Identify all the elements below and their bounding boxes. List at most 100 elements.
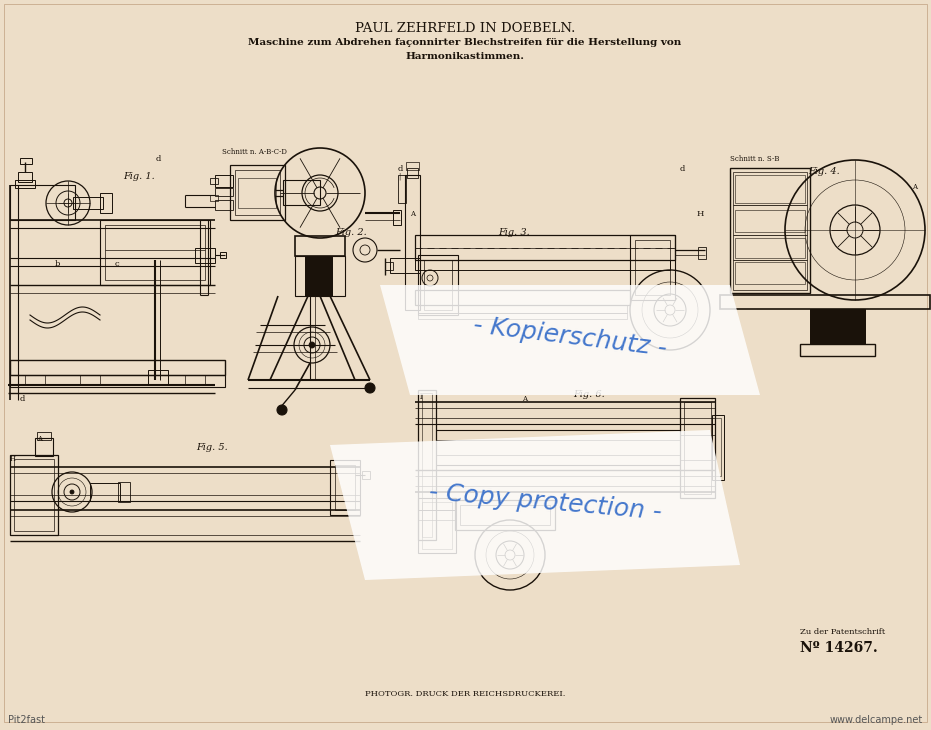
Text: www.delcampe.net: www.delcampe.net [830, 715, 923, 725]
Bar [90, 483, 120, 501]
Bar [422, 393, 432, 537]
Text: 1: 1 [418, 393, 423, 401]
Bar [238, 178, 276, 208]
Text: d: d [398, 165, 403, 173]
Bar [10, 360, 225, 375]
Bar [100, 193, 112, 213]
Text: d: d [156, 155, 161, 163]
Bar [335, 465, 355, 510]
Bar [418, 498, 456, 553]
Bar [735, 175, 805, 203]
Bar [635, 240, 670, 295]
Bar [215, 188, 233, 196]
Circle shape [70, 490, 74, 494]
Bar [15, 180, 35, 188]
Bar [393, 210, 401, 225]
Text: PHOTOGR. DRUCK DER REICHSDRUCKEREI.: PHOTOGR. DRUCK DER REICHSDRUCKEREI. [365, 690, 565, 698]
Text: - Copy protection -: - Copy protection - [427, 480, 662, 524]
Text: Harmonikastimmen.: Harmonikastimmen. [406, 52, 524, 61]
Bar [385, 262, 393, 270]
Polygon shape [330, 430, 740, 580]
Text: PAUL ZEHRFELD IN DOEBELN.: PAUL ZEHRFELD IN DOEBELN. [355, 22, 575, 35]
Bar [295, 236, 345, 256]
Bar [680, 398, 715, 498]
Text: A: A [522, 395, 527, 403]
Bar [105, 225, 205, 280]
Bar [14, 459, 54, 531]
Bar [810, 309, 865, 344]
Bar [235, 170, 280, 215]
Text: Fig. 4.: Fig. 4. [808, 167, 840, 176]
Bar [418, 313, 627, 319]
Bar [720, 295, 930, 309]
Text: Zu der Patentschrift: Zu der Patentschrift [800, 628, 885, 636]
Bar [20, 158, 32, 164]
Circle shape [277, 405, 287, 415]
Bar [210, 178, 218, 184]
Text: Schnitt n. S-B: Schnitt n. S-B [730, 155, 779, 163]
Bar [230, 165, 285, 220]
Bar [406, 162, 419, 170]
Bar [18, 172, 32, 182]
Bar [422, 502, 452, 549]
Bar [330, 460, 360, 515]
Bar [415, 260, 670, 270]
Bar [148, 370, 168, 385]
Bar [220, 252, 226, 258]
Bar [418, 305, 627, 313]
Bar [715, 418, 721, 476]
Bar [100, 220, 210, 285]
Bar [407, 168, 418, 178]
Bar [210, 195, 218, 201]
Text: b: b [55, 260, 61, 268]
Bar [733, 172, 807, 290]
Bar [405, 175, 420, 310]
Text: - Kopierschutz -: - Kopierschutz - [472, 313, 668, 361]
Bar [390, 258, 420, 273]
Bar [283, 180, 320, 205]
Text: d: d [20, 395, 25, 403]
Bar [415, 290, 630, 305]
Bar [630, 235, 675, 300]
Bar [295, 256, 345, 296]
Bar [455, 500, 555, 530]
Text: Pit2fast: Pit2fast [8, 715, 45, 725]
Text: H: H [10, 455, 16, 463]
Circle shape [365, 383, 375, 393]
Bar [418, 255, 458, 315]
Bar [684, 402, 711, 494]
Bar [735, 210, 805, 232]
Bar [10, 375, 225, 387]
Bar [215, 200, 233, 210]
Circle shape [309, 342, 315, 348]
Text: Fig. 5.: Fig. 5. [196, 443, 228, 452]
Bar [730, 168, 810, 293]
Bar [118, 482, 130, 502]
Bar [712, 415, 724, 480]
Text: A: A [37, 435, 42, 443]
Bar [305, 256, 333, 296]
Text: Fig. 6.: Fig. 6. [573, 390, 605, 399]
Text: Fig. 1.: Fig. 1. [123, 172, 155, 181]
Bar [460, 505, 550, 525]
Text: A: A [912, 183, 917, 191]
Bar [800, 344, 875, 356]
Bar [10, 185, 75, 220]
Text: Schnitt n. A-B-C-D: Schnitt n. A-B-C-D [222, 148, 287, 156]
Bar [398, 175, 406, 203]
Bar [735, 238, 805, 258]
Text: H: H [697, 210, 705, 218]
Text: Nº 14267.: Nº 14267. [800, 641, 878, 655]
Text: d: d [680, 165, 685, 173]
Bar [415, 235, 675, 260]
Bar [698, 247, 706, 259]
Bar [424, 260, 452, 310]
Text: c: c [115, 260, 119, 268]
Text: Fig. 3.: Fig. 3. [498, 228, 530, 237]
Text: Fig. 2.: Fig. 2. [335, 228, 367, 237]
Bar [362, 471, 370, 479]
Bar [25, 375, 45, 385]
Text: A: A [410, 210, 415, 218]
Text: |: | [398, 172, 400, 180]
Bar [37, 432, 51, 440]
